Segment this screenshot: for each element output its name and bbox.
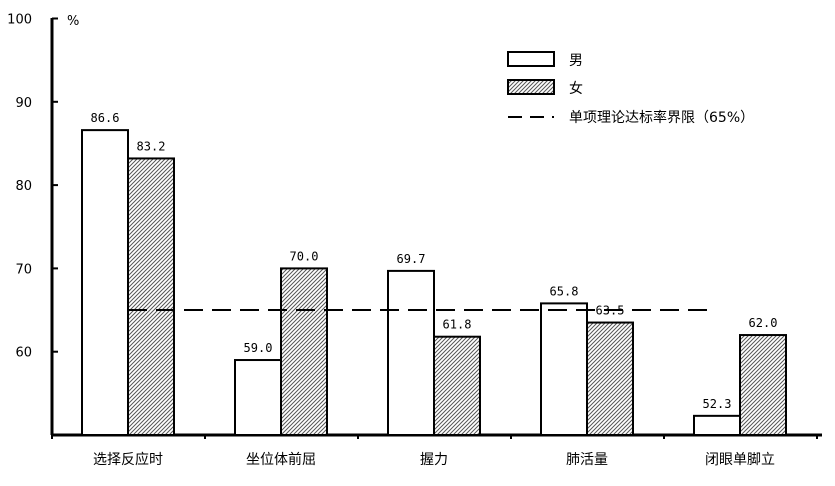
x-tick-label: 选择反应时 <box>93 451 163 468</box>
x-tick-label: 坐位体前屈 <box>246 451 316 468</box>
legend-swatch-female <box>507 79 555 95</box>
x-tick-label: 握力 <box>420 452 448 468</box>
bar-female <box>127 157 175 436</box>
data-label: 70.0 <box>290 249 319 263</box>
legend-swatch-male <box>507 51 555 67</box>
data-label: 61.8 <box>443 318 472 332</box>
data-label: 52.3 <box>703 397 732 411</box>
bar-male <box>234 359 282 436</box>
x-tick-label: 肺活量 <box>566 452 608 468</box>
bar-male <box>693 414 741 437</box>
data-label: 65.8 <box>550 284 579 298</box>
y-tick-label: 80 <box>15 179 32 194</box>
legend-label: 女 <box>569 80 583 97</box>
y-tick-label: 90 <box>15 96 32 111</box>
data-label: 83.2 <box>137 139 166 153</box>
bar-male <box>540 302 588 436</box>
bars: 86.659.069.765.852.383.270.061.863.562.0 <box>81 111 787 437</box>
legend-label: 单项理论达标率界限（65%） <box>569 109 754 126</box>
axes: 60 70 80 90 100 % 选择反应时 坐位体前屈 握力 肺活量 闭眼单脚立 <box>7 13 822 468</box>
bar-female <box>280 267 328 436</box>
data-label: 69.7 <box>397 252 426 266</box>
bar-female <box>586 321 634 437</box>
bar-male <box>81 129 129 436</box>
x-tick-label: 闭眼单脚立 <box>705 452 775 468</box>
data-label: 59.0 <box>244 341 273 355</box>
bar-female <box>433 335 481 436</box>
bar-female <box>739 334 787 437</box>
y-tick-label: 60 <box>15 346 32 361</box>
data-label: 62.0 <box>749 316 778 330</box>
bar-male <box>387 269 435 436</box>
data-label: 86.6 <box>91 111 120 125</box>
legend-label: 男 <box>569 53 583 69</box>
y-tick-label: 100 <box>7 13 32 28</box>
y-tick-label: 70 <box>15 262 32 277</box>
y-axis-label: % <box>67 14 79 29</box>
